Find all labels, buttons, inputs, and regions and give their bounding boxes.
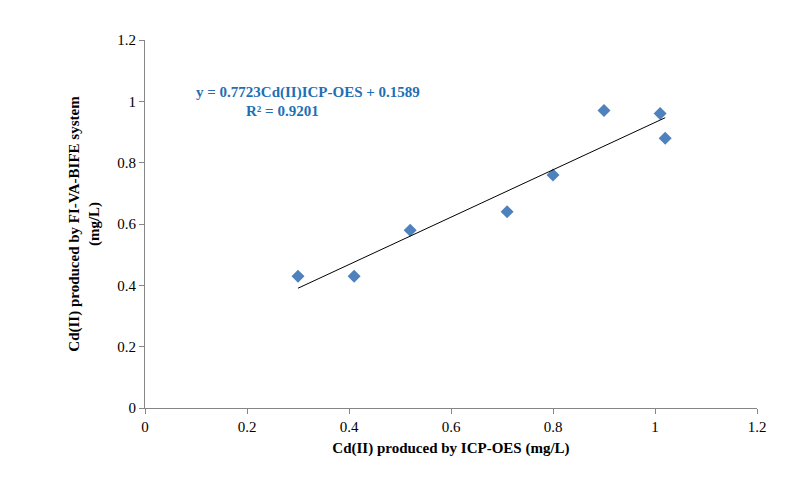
svg-text:Cd(II) produced by ICP-OES (mg: Cd(II) produced by ICP-OES (mg/L) [332,440,569,457]
svg-text:0.2: 0.2 [117,339,136,355]
svg-text:0.6: 0.6 [117,216,136,232]
svg-text:0.8: 0.8 [544,419,563,435]
svg-text:0: 0 [141,419,149,435]
svg-text:y = 0.7723Cd(II)ICP-OES + 0.15: y = 0.7723Cd(II)ICP-OES + 0.1589 [196,84,420,101]
svg-text:0: 0 [129,400,137,416]
svg-text:0.8: 0.8 [117,155,136,171]
svg-text:1: 1 [651,419,659,435]
svg-text:1.2: 1.2 [748,419,767,435]
svg-text:1.2: 1.2 [117,32,136,48]
svg-text:R² = 0.9201: R² = 0.9201 [246,103,319,119]
svg-text:0.2: 0.2 [238,419,257,435]
svg-text:0.4: 0.4 [340,419,359,435]
svg-text:0.6: 0.6 [442,419,461,435]
svg-text:Cd(II) produced by FI-VA-BIFE: Cd(II) produced by FI-VA-BIFE system(mg/… [66,96,103,352]
svg-text:1: 1 [129,94,137,110]
svg-text:0.4: 0.4 [117,278,136,294]
